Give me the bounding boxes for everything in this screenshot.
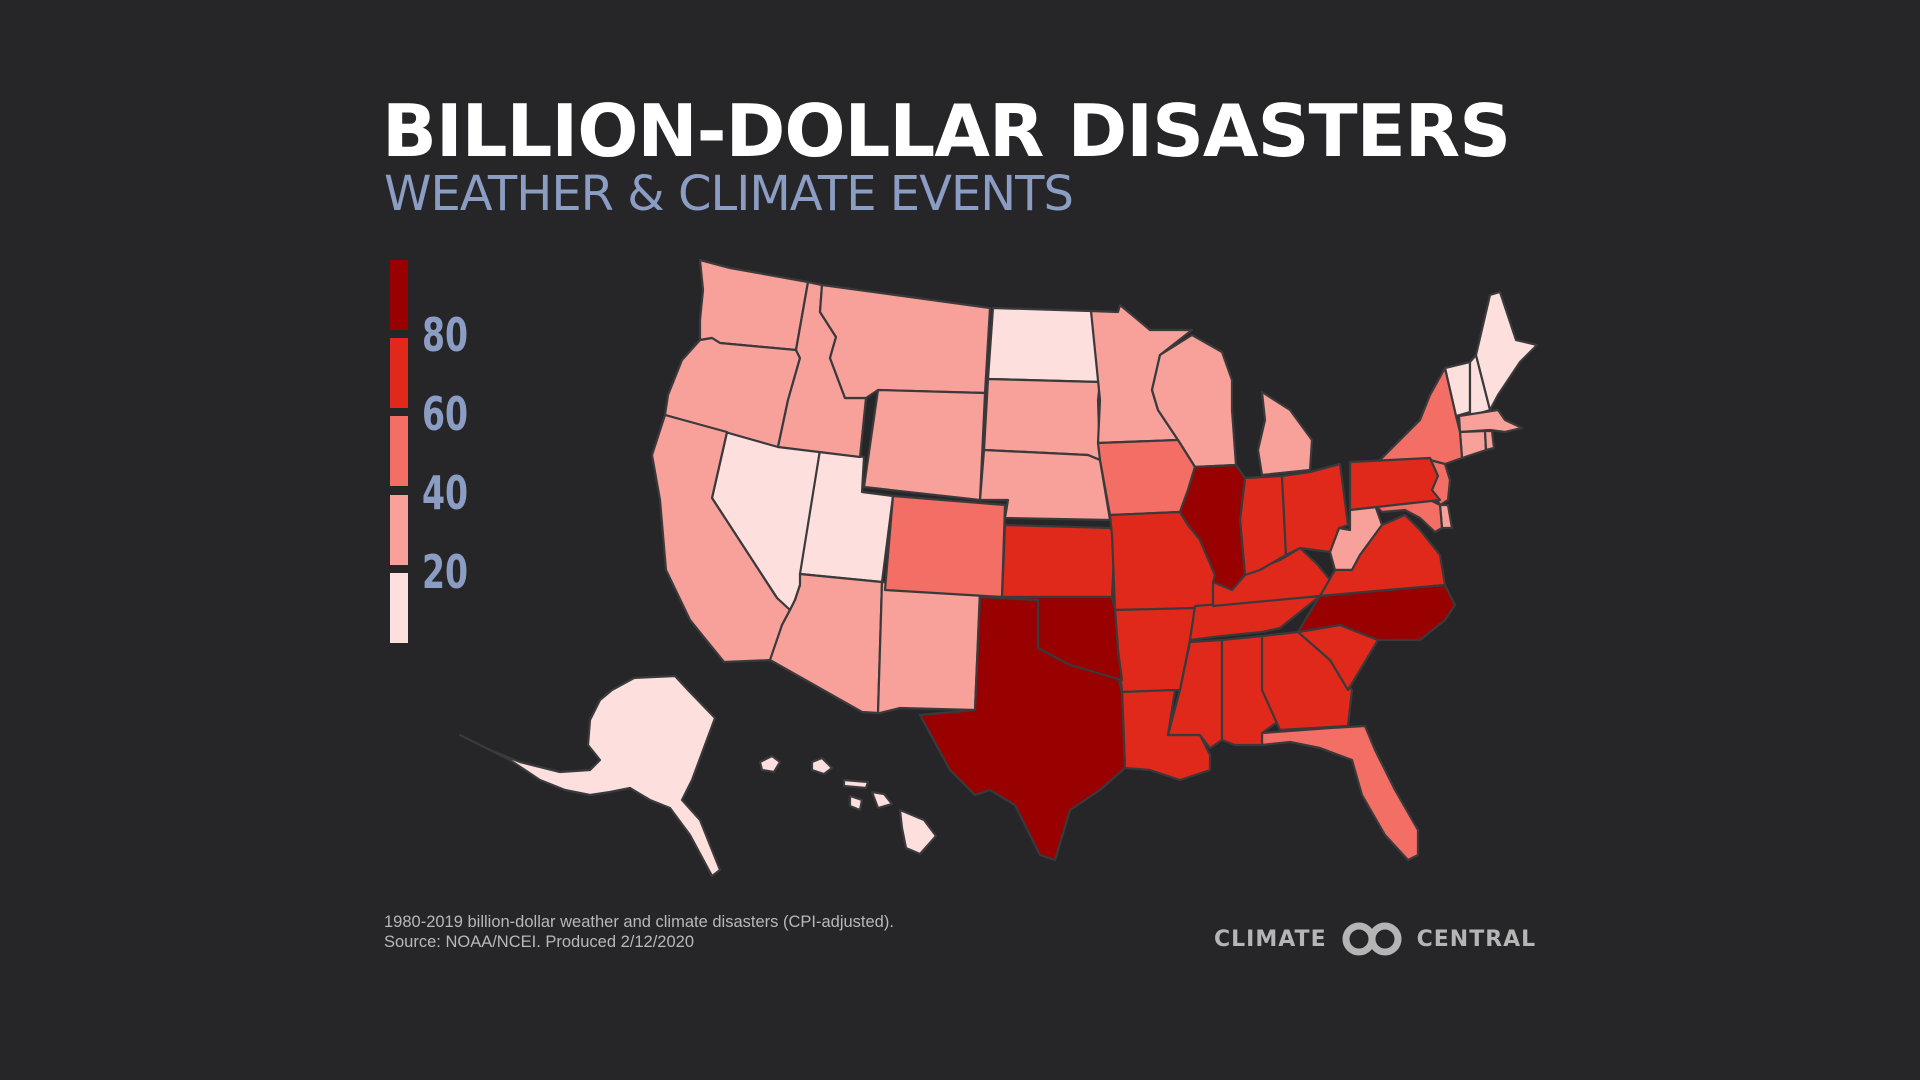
legend-swatch-60-80	[390, 338, 408, 408]
linked-rings-icon	[1337, 922, 1407, 956]
source-note: 1980-2019 billion-dollar weather and cli…	[384, 912, 894, 952]
footer-line-1: 1980-2019 billion-dollar weather and cli…	[384, 913, 894, 931]
state-il	[1178, 463, 1247, 592]
legend-swatch-0-20	[390, 573, 408, 643]
color-legend: 80 60 40 20	[390, 260, 510, 650]
state-ct	[1458, 429, 1488, 460]
state-ne	[978, 448, 1112, 522]
legend-label-20: 20	[422, 545, 469, 599]
state-nc	[1296, 583, 1457, 642]
bin-60-80	[1000, 456, 1447, 782]
state-pa	[1348, 456, 1442, 512]
state-mt	[818, 283, 992, 400]
logo-text-left: CLIMATE	[1214, 926, 1327, 952]
state-sd	[982, 377, 1102, 462]
logo-text-right: CENTRAL	[1416, 926, 1537, 952]
state-hi	[758, 754, 938, 856]
footer-line-2: Source: NOAA/NCEI. Produced 2/12/2020	[384, 933, 695, 951]
state-ks	[1000, 523, 1117, 599]
page-subtitle: WEATHER & CLIMATE EVENTS	[384, 166, 1074, 222]
state-ia	[1096, 438, 1197, 517]
bin-40-60	[883, 366, 1464, 862]
state-wy	[862, 388, 987, 502]
state-ri	[1483, 429, 1496, 452]
state-fl	[1260, 724, 1420, 862]
bin-20-40	[650, 258, 1524, 715]
legend-label-40: 40	[422, 466, 469, 520]
state-wa	[698, 258, 810, 352]
state-tn	[1188, 594, 1322, 642]
bin-0-20	[458, 290, 1539, 878]
state-nm	[876, 580, 982, 715]
state-oh	[1280, 462, 1350, 557]
state-va	[1318, 513, 1447, 598]
bin-80-plus	[918, 463, 1457, 862]
state-mi	[1256, 390, 1314, 477]
state-ok	[978, 595, 1124, 682]
legend-swatch-80-plus	[390, 260, 408, 330]
state-in	[1238, 474, 1288, 577]
state-la	[1120, 688, 1212, 782]
state-ak	[458, 674, 722, 878]
climate-central-logo: CLIMATE CENTRAL	[1214, 922, 1536, 956]
state-co	[883, 494, 1007, 599]
state-me	[1474, 290, 1539, 412]
legend-label-80: 80	[422, 308, 469, 362]
legend-label-60: 60	[422, 387, 469, 441]
legend-swatch-40-60	[390, 416, 408, 486]
page-title: BILLION-DOLLAR DISASTERS	[382, 89, 1511, 173]
legend-swatch-20-40	[390, 495, 408, 565]
state-nd	[986, 306, 1102, 384]
